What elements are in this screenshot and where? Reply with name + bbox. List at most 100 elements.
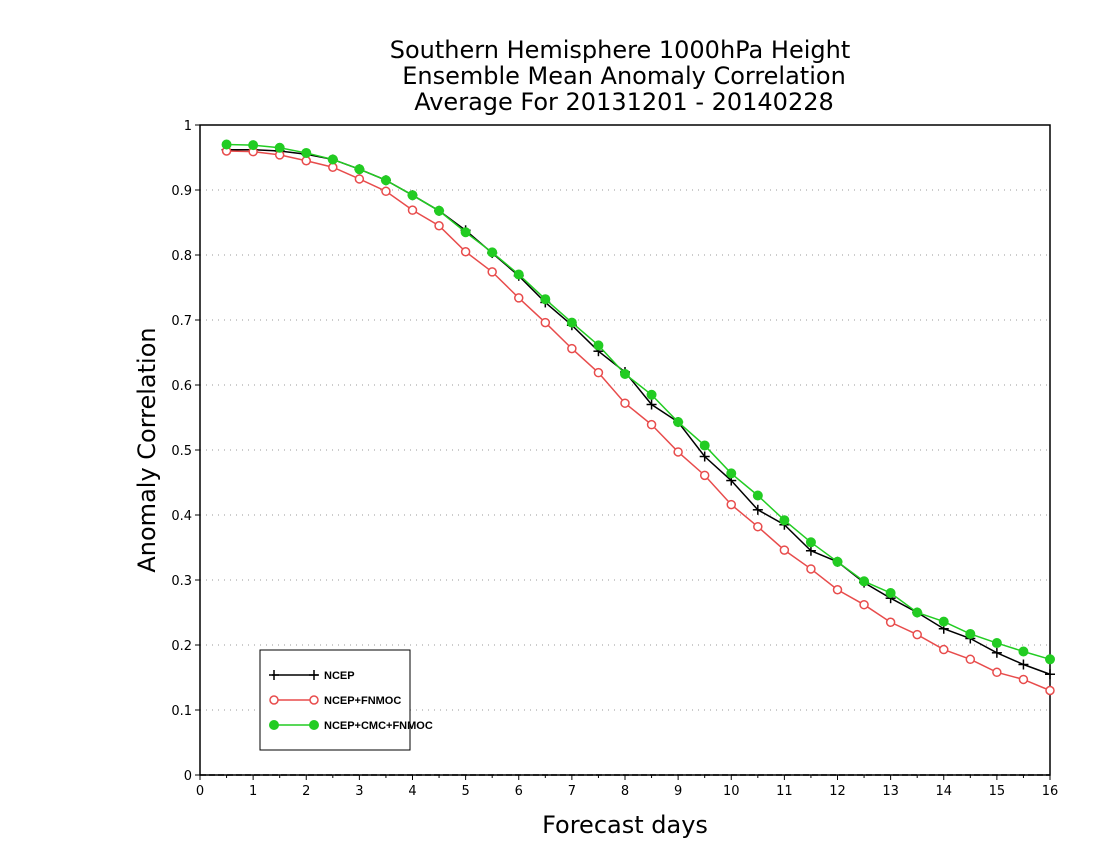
data-point <box>752 490 763 501</box>
data-point <box>354 164 365 175</box>
data-point <box>832 556 843 567</box>
x-tick-label: 9 <box>674 784 682 799</box>
chart-title: Southern Hemisphere 1000hPa Height Ensem… <box>390 36 850 116</box>
data-point <box>912 629 922 640</box>
data-point <box>309 695 319 705</box>
legend-item: NCEP+FNMOC <box>269 695 401 707</box>
data-point <box>991 638 1002 649</box>
data-point <box>646 389 657 400</box>
data-point <box>673 417 684 428</box>
data-point <box>991 647 1002 658</box>
legend-label: NCEP+FNMOC <box>324 695 401 707</box>
data-point <box>753 521 763 532</box>
data-point <box>301 147 312 158</box>
legend-label: NCEP+CMC+FNMOC <box>324 720 433 732</box>
data-point <box>646 419 657 430</box>
series-line <box>226 143 1051 661</box>
data-point <box>699 451 710 462</box>
data-point <box>327 154 338 165</box>
data-point <box>832 585 843 595</box>
data-point <box>992 667 1002 678</box>
data-point <box>434 205 445 216</box>
data-point <box>939 644 949 655</box>
x-tick-label: 14 <box>935 784 952 799</box>
series-ncep-cmc-fnmoc <box>221 139 1055 665</box>
data-point <box>460 247 471 257</box>
data-point <box>269 670 279 680</box>
y-tick-label: 0.9 <box>171 184 192 199</box>
x-tick-label: 10 <box>723 784 740 799</box>
data-point <box>309 720 319 730</box>
data-point <box>859 599 869 610</box>
series-ncep <box>221 144 1055 680</box>
data-point <box>593 367 604 378</box>
data-point <box>1045 654 1055 665</box>
title-line-1: Southern Hemisphere 1000hPa Height <box>390 36 850 64</box>
y-tick-label: 0.2 <box>171 639 192 654</box>
data-point <box>269 720 279 730</box>
data-point <box>726 468 737 479</box>
data-point <box>593 340 604 351</box>
x-tick-label: 5 <box>461 784 469 799</box>
data-point <box>354 174 365 184</box>
x-tick-label: 13 <box>882 784 899 799</box>
data-point <box>938 616 949 627</box>
data-point <box>726 499 736 510</box>
data-point <box>673 447 683 457</box>
data-point <box>221 139 232 150</box>
data-point <box>965 654 976 665</box>
data-point <box>434 221 444 231</box>
data-point <box>806 564 816 574</box>
x-tick-label: 16 <box>1042 784 1059 799</box>
x-tick-label: 8 <box>621 784 629 799</box>
legend: NCEP NCEP+FNMOC NCEP+CMC+FNMOC <box>259 649 433 751</box>
axis-ticks: 00.10.20.30.40.50.60.70.80.910 1 2 3 4 5 6 7 8 9 1… <box>171 119 1058 799</box>
data-point <box>407 190 418 201</box>
x-tick-label: 6 <box>515 784 523 799</box>
data-point <box>460 227 471 238</box>
data-point <box>912 607 923 618</box>
data-point <box>1045 685 1055 696</box>
data-point <box>309 670 319 680</box>
data-point <box>380 175 391 186</box>
y-tick-label: 0.8 <box>171 249 192 264</box>
x-tick-label: 11 <box>776 784 793 799</box>
data-point <box>1018 646 1029 657</box>
y-tick-label: 0.3 <box>171 574 192 589</box>
x-tick-label: 4 <box>408 784 416 799</box>
data-point <box>513 269 524 280</box>
series-lines <box>221 139 1055 696</box>
y-tick-label: 0.6 <box>171 379 192 394</box>
data-point <box>269 695 279 705</box>
data-point <box>752 504 763 515</box>
data-point <box>487 247 498 258</box>
y-tick-label: 1 <box>184 119 192 134</box>
data-point <box>540 294 551 305</box>
data-point <box>540 317 551 328</box>
data-point <box>805 545 816 556</box>
x-tick-label: 0 <box>196 784 204 799</box>
data-point <box>859 576 870 587</box>
data-point <box>1045 669 1055 680</box>
data-point <box>567 343 577 354</box>
data-point <box>620 368 630 379</box>
data-point <box>274 142 285 153</box>
data-point <box>779 515 790 526</box>
y-tick-label: 0.7 <box>171 314 192 329</box>
data-point <box>699 440 710 451</box>
legend-item: NCEP+CMC+FNMOC <box>269 720 433 732</box>
data-point <box>1018 674 1029 685</box>
title-line-3: Average For 20131201 - 20140228 <box>414 88 834 116</box>
series-line <box>226 150 1051 692</box>
data-point <box>381 186 391 197</box>
x-tick-label: 12 <box>829 784 846 799</box>
x-axis-title: Forecast days <box>542 811 708 839</box>
data-point <box>965 628 976 639</box>
x-tick-label: 15 <box>989 784 1006 799</box>
y-tick-label: 0 <box>184 769 192 784</box>
x-tick-label: 3 <box>355 784 363 799</box>
y-axis-title: Anomaly Correlation <box>133 327 161 572</box>
data-point <box>620 398 630 408</box>
y-tick-label: 0.1 <box>171 704 192 719</box>
data-point <box>407 205 418 215</box>
